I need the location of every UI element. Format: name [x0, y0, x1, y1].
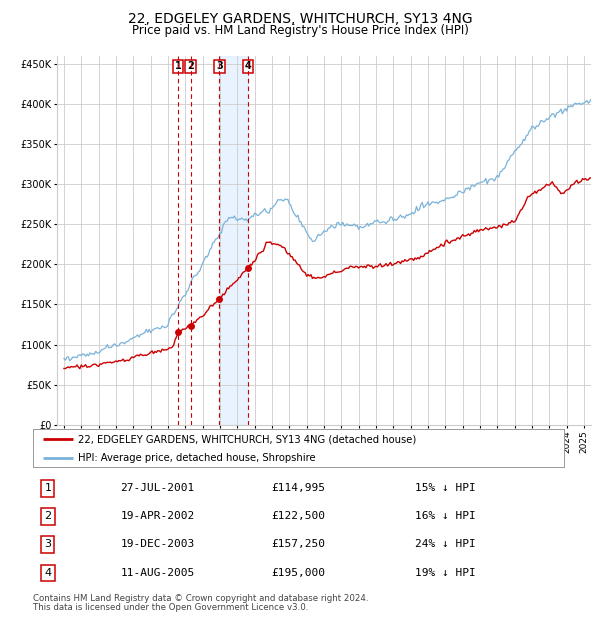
Text: 1: 1 — [175, 61, 181, 71]
Text: £122,500: £122,500 — [271, 512, 325, 521]
Text: 4: 4 — [44, 568, 52, 578]
Text: 22, EDGELEY GARDENS, WHITCHURCH, SY13 4NG: 22, EDGELEY GARDENS, WHITCHURCH, SY13 4N… — [128, 12, 472, 27]
Text: 24% ↓ HPI: 24% ↓ HPI — [415, 539, 476, 549]
Text: Price paid vs. HM Land Registry's House Price Index (HPI): Price paid vs. HM Land Registry's House … — [131, 24, 469, 37]
Text: 19-DEC-2003: 19-DEC-2003 — [121, 539, 195, 549]
Text: £157,250: £157,250 — [271, 539, 325, 549]
Text: HPI: Average price, detached house, Shropshire: HPI: Average price, detached house, Shro… — [78, 453, 316, 463]
Text: 27-JUL-2001: 27-JUL-2001 — [121, 484, 195, 494]
Text: 19% ↓ HPI: 19% ↓ HPI — [415, 568, 476, 578]
Bar — [220, 56, 248, 425]
Text: £195,000: £195,000 — [271, 568, 325, 578]
Text: 3: 3 — [216, 61, 223, 71]
Text: 2: 2 — [44, 512, 52, 521]
Text: 16% ↓ HPI: 16% ↓ HPI — [415, 512, 476, 521]
Text: Contains HM Land Registry data © Crown copyright and database right 2024.: Contains HM Land Registry data © Crown c… — [33, 594, 368, 603]
Text: 1: 1 — [44, 484, 52, 494]
Text: £114,995: £114,995 — [271, 484, 325, 494]
Text: 15% ↓ HPI: 15% ↓ HPI — [415, 484, 476, 494]
Text: 11-AUG-2005: 11-AUG-2005 — [121, 568, 195, 578]
Text: 22, EDGELEY GARDENS, WHITCHURCH, SY13 4NG (detached house): 22, EDGELEY GARDENS, WHITCHURCH, SY13 4N… — [78, 435, 416, 445]
Text: This data is licensed under the Open Government Licence v3.0.: This data is licensed under the Open Gov… — [33, 603, 308, 612]
Text: 19-APR-2002: 19-APR-2002 — [121, 512, 195, 521]
Text: 3: 3 — [44, 539, 52, 549]
Text: 4: 4 — [245, 61, 251, 71]
Text: 2: 2 — [187, 61, 194, 71]
